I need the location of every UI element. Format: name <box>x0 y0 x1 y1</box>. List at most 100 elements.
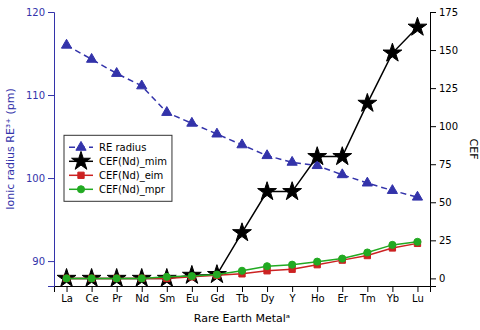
series-marker <box>139 275 145 281</box>
y2-tick: 150 <box>430 45 458 56</box>
series-marker <box>63 275 69 281</box>
legend-box <box>64 135 172 201</box>
y2-tick: 175 <box>430 7 458 18</box>
legend-label: CEF(Nd)_eim <box>99 170 163 182</box>
x-axis-title: Rare Earth Metalᵃ <box>194 312 290 325</box>
marks <box>57 17 427 286</box>
tick-mark <box>342 286 343 292</box>
series-marker <box>337 169 347 178</box>
tick-mark <box>48 95 54 96</box>
series-marker <box>308 147 327 165</box>
tick-label: Ce <box>86 293 99 304</box>
tick-label: 100 <box>26 173 45 184</box>
series-marker <box>358 93 377 111</box>
x-tick: Tb <box>235 286 248 304</box>
tick-mark <box>430 12 436 13</box>
tick-label: Gd <box>210 293 224 304</box>
tick-label: Dy <box>261 293 275 304</box>
series <box>57 17 427 286</box>
series-marker <box>333 147 352 165</box>
axis-line <box>55 287 431 293</box>
x-tick: Lu <box>412 286 424 304</box>
series-marker <box>262 150 272 159</box>
tick-label: 100 <box>439 121 458 132</box>
series-line <box>67 242 418 279</box>
series-marker <box>314 258 321 265</box>
plot: LaCePrNdSmEuGdTbDyYHoErTmYbLu90100110120… <box>4 7 480 325</box>
series-marker <box>387 185 397 194</box>
tick-label: 75 <box>439 159 452 170</box>
tick-mark <box>430 278 436 279</box>
series-marker <box>238 267 245 274</box>
series <box>61 39 422 200</box>
x-tick: Ho <box>311 286 325 304</box>
series-marker <box>87 53 97 62</box>
tick-label: 120 <box>26 7 45 18</box>
series-marker <box>82 268 101 286</box>
y-tick: 90 <box>32 256 54 267</box>
tick-label: 150 <box>439 45 458 56</box>
tick-mark <box>292 286 293 292</box>
legend-item: CEF(Nd)_mim <box>69 151 167 169</box>
tick-label: Pr <box>112 293 123 304</box>
x-tick: Er <box>338 286 349 304</box>
tick-mark <box>417 286 418 292</box>
series-marker <box>408 17 427 35</box>
y2-axis: 0 25 50 75 100 125 150 175 <box>430 7 458 287</box>
y2-tick: 25 <box>430 235 452 246</box>
tick-mark <box>117 286 118 292</box>
series-marker <box>188 273 195 280</box>
y-tick: 110 <box>26 90 54 101</box>
legend-label: CEF(Nd)_mpr <box>99 184 166 196</box>
legend-item: CEF(Nd)_eim <box>69 170 163 182</box>
tick-mark <box>317 286 318 292</box>
series-marker <box>88 275 95 282</box>
series-marker <box>412 191 422 200</box>
tick-label: 110 <box>26 90 45 101</box>
x-tick: La <box>61 286 73 304</box>
y2-tick: 0 <box>430 273 445 284</box>
series <box>63 238 421 282</box>
legend-symbol <box>78 172 84 178</box>
y-axis-title: Ionic radius RE³⁺ (pm) <box>4 88 17 210</box>
series-marker <box>339 255 346 262</box>
series-marker <box>364 249 371 256</box>
tick-label: Sm <box>159 293 175 304</box>
series-marker <box>383 43 402 61</box>
series-marker <box>362 177 372 186</box>
tick-label: Tm <box>359 293 376 304</box>
tick-mark <box>67 286 68 292</box>
series-marker <box>112 68 122 77</box>
legend: RE radiusCEF(Nd)_mimCEF(Nd)_eimCEF(Nd)_m… <box>64 135 172 201</box>
x-tick: Nd <box>135 286 149 304</box>
series-marker <box>163 273 170 280</box>
tick-label: Ho <box>311 293 325 304</box>
y-tick: 120 <box>26 7 54 18</box>
series-marker <box>61 39 71 48</box>
series-marker <box>414 238 421 245</box>
legend-label: CEF(Nd)_mim <box>99 156 167 168</box>
series-marker <box>137 80 147 89</box>
tick-mark <box>430 88 436 89</box>
x-tick: Gd <box>210 286 224 304</box>
tick-label: Eu <box>186 293 199 304</box>
y2-tick: 125 <box>430 83 458 94</box>
series-marker <box>187 117 197 126</box>
tick-mark <box>167 286 168 292</box>
legend-item: CEF(Nd)_mpr <box>69 184 166 196</box>
y2-tick: 50 <box>430 197 452 208</box>
legend-symbol <box>72 151 91 169</box>
series-marker <box>289 261 296 268</box>
series-marker <box>57 268 76 286</box>
x-tick: Pr <box>112 286 123 304</box>
tick-label: 0 <box>439 273 445 284</box>
tick-mark <box>267 286 268 292</box>
x-tick: Y <box>289 286 297 304</box>
tick-label: Y <box>289 293 297 304</box>
x-tick: Sm <box>159 286 175 304</box>
x-tick: Eu <box>186 286 199 304</box>
tick-label: 175 <box>439 7 458 18</box>
series-marker <box>114 275 120 281</box>
axis-line <box>431 13 437 287</box>
tick-mark <box>430 50 436 51</box>
